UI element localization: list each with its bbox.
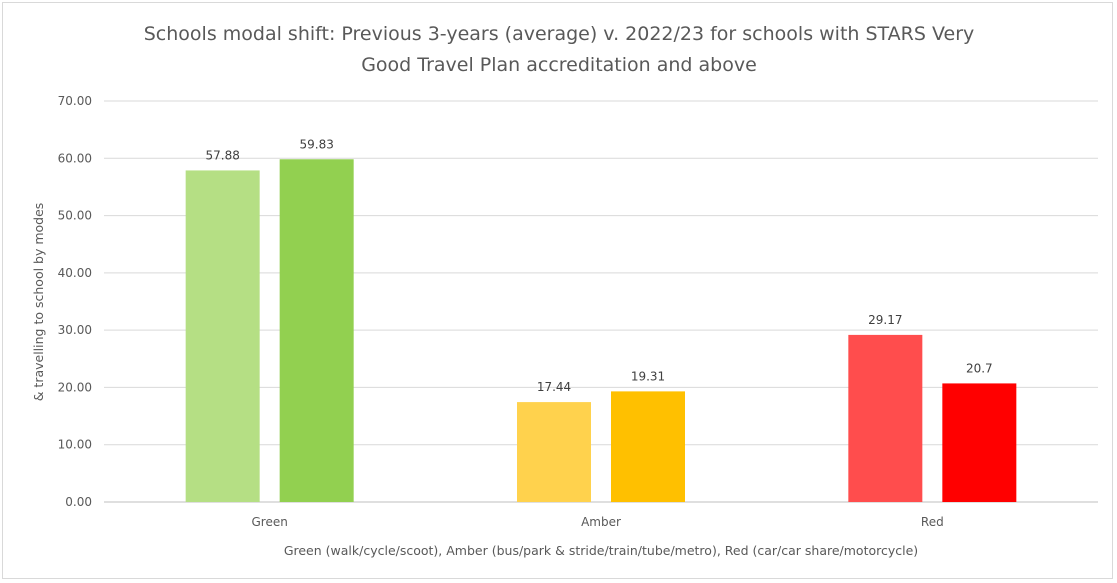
- x-axis-title: Green (walk/cycle/scoot), Amber (bus/par…: [284, 543, 918, 558]
- data-label: 57.88: [205, 148, 239, 162]
- x-axis-category-labels: Green Amber Red: [251, 515, 943, 529]
- data-labels: 57.88 59.83 17.44 19.31 29.17 20.7: [205, 137, 992, 394]
- y-tick-label: 40.00: [58, 266, 92, 280]
- y-tick-label: 60.00: [58, 151, 92, 165]
- bar-amber-1: [517, 402, 591, 502]
- y-axis-title: & travelling to school by modes: [31, 203, 46, 402]
- bar-red-1: [848, 334, 923, 502]
- chart-title-line-2: Good Travel Plan accreditation and above: [361, 54, 757, 76]
- data-label: 17.44: [537, 380, 571, 394]
- data-label: 59.83: [299, 137, 333, 151]
- gridlines: [104, 100, 1098, 503]
- x-category-label: Amber: [581, 515, 621, 529]
- y-tick-label: 10.00: [58, 438, 92, 452]
- y-axis-tick-labels: 0.00 10.00 20.00 30.00 40.00 50.00 60.00 70.00: [58, 94, 92, 509]
- bar-green-2: [279, 159, 354, 502]
- bar-red-2: [942, 383, 1017, 502]
- y-tick-label: 50.00: [58, 209, 92, 223]
- chart-title-line-1: Schools modal shift: Previous 3-years (a…: [144, 23, 975, 45]
- y-tick-label: 70.00: [58, 94, 92, 108]
- bar-amber-2: [611, 391, 685, 502]
- data-label: 20.7: [966, 361, 993, 375]
- y-tick-label: 20.00: [58, 380, 92, 394]
- y-tick-label: 0.00: [65, 495, 92, 509]
- x-category-label: Red: [921, 515, 944, 529]
- data-label: 19.31: [631, 369, 665, 383]
- bar-green-1: [185, 170, 260, 502]
- data-label: 29.17: [868, 313, 902, 327]
- bars: [185, 159, 1017, 502]
- x-category-label: Green: [251, 515, 287, 529]
- y-tick-label: 30.00: [58, 323, 92, 337]
